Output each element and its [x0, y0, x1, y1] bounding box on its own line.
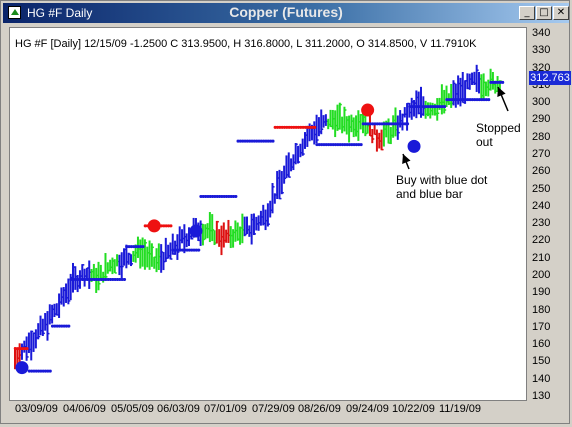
stop-dot [25, 347, 28, 350]
x-tick-label: 09/24/09 [346, 403, 389, 415]
y-tick-label: 290 [532, 113, 550, 125]
stop-dot [271, 140, 274, 143]
x-tick-label: 10/22/09 [392, 403, 435, 415]
y-tick-label: 190 [532, 286, 550, 298]
annotation-stopped-line2: out [476, 135, 521, 149]
stop-dot [313, 126, 316, 129]
stop-dot [141, 245, 144, 248]
y-tick-label: 130 [532, 390, 550, 402]
y-tick-label: 170 [532, 321, 550, 333]
annotation-stopped-line1: Stopped [476, 121, 521, 135]
y-tick-label: 330 [532, 44, 550, 56]
x-tick-label: 06/03/09 [157, 403, 200, 415]
sell-signal-dot [361, 104, 374, 117]
y-tick-label: 220 [532, 234, 550, 246]
annotation-buy-line1: Buy with blue dot [396, 173, 487, 187]
buy-signal-dot [15, 361, 28, 374]
stop-dot [501, 81, 504, 84]
annotation-buy: Buy with blue dot and blue bar [396, 173, 487, 201]
buy-signal-dot [189, 225, 202, 238]
stop-dot [443, 105, 446, 108]
last-price-tag: 312.763 [529, 71, 571, 85]
quote-header: HG #F [Daily] 12/15/09 -1.2500 C 313.950… [15, 38, 477, 50]
stop-dot [169, 224, 172, 227]
y-tick-label: 180 [532, 304, 550, 316]
x-tick-label: 11/19/09 [439, 403, 481, 415]
stop-dot [234, 195, 237, 198]
annotation-buy-line2: and blue bar [396, 187, 487, 201]
x-tick-label: 03/09/09 [15, 403, 58, 415]
y-tick-label: 200 [532, 269, 550, 281]
y-tick-label: 160 [532, 338, 550, 350]
y-tick-label: 270 [532, 148, 550, 160]
y-tick-label: 230 [532, 217, 550, 229]
y-tick-label: 250 [532, 183, 550, 195]
y-tick-label: 280 [532, 131, 550, 143]
y-tick-label: 300 [532, 96, 550, 108]
x-tick-label: 04/06/09 [63, 403, 106, 415]
buy-signal-dot [408, 140, 421, 153]
stop-dot [487, 98, 490, 101]
y-tick-label: 260 [532, 165, 550, 177]
y-tick-label: 340 [532, 27, 550, 39]
y-tick-label: 150 [532, 355, 550, 367]
stop-dot [406, 122, 409, 125]
sell-signal-dot [148, 219, 161, 232]
annotation-stopped: Stopped out [476, 121, 521, 149]
y-tick-label: 240 [532, 200, 550, 212]
x-tick-label: 05/05/09 [111, 403, 154, 415]
x-tick-label: 08/26/09 [298, 403, 341, 415]
stop-dot [197, 249, 200, 252]
stop-dot [123, 278, 126, 281]
x-tick-label: 07/29/09 [252, 403, 295, 415]
stop-dot [67, 325, 70, 328]
y-tick-label: 140 [532, 373, 550, 385]
stop-dot [49, 370, 52, 373]
x-tick-label: 07/01/09 [204, 403, 247, 415]
stop-dot [359, 143, 362, 146]
y-tick-label: 210 [532, 252, 550, 264]
